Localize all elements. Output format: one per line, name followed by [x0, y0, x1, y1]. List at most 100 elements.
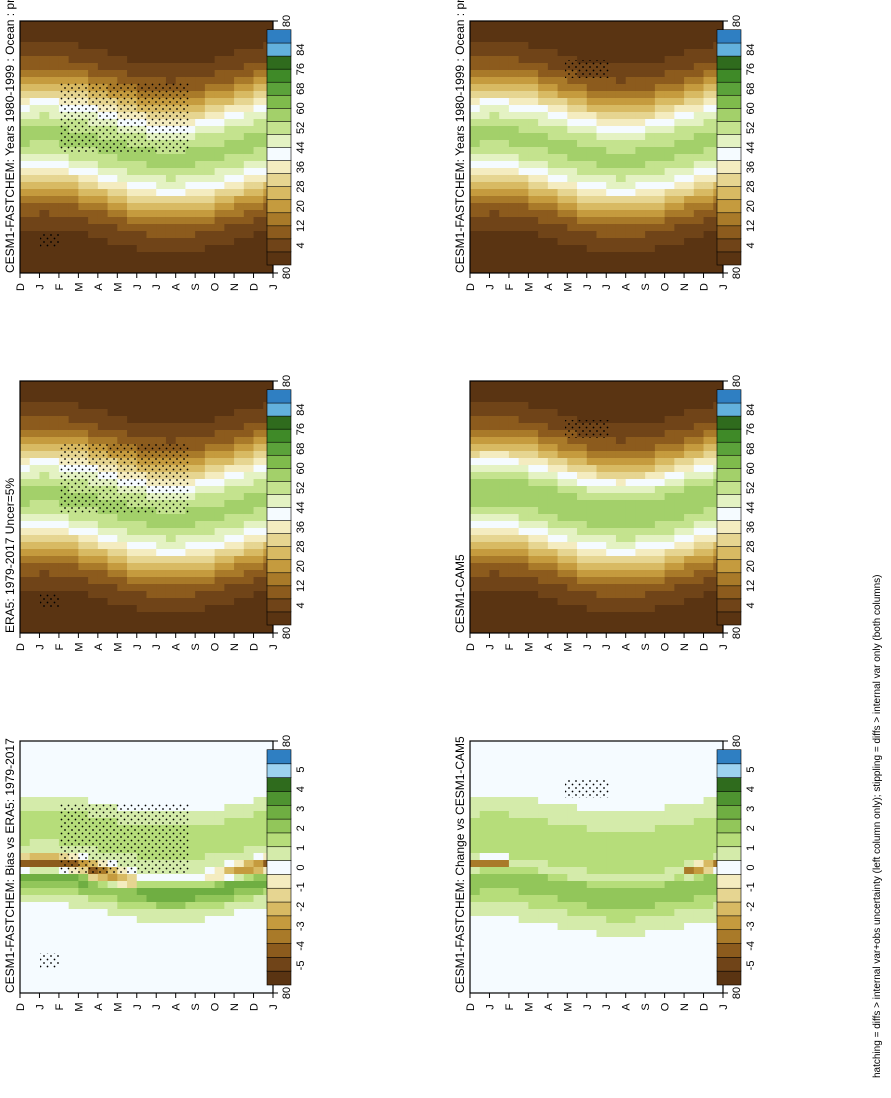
heat-cell	[586, 223, 597, 231]
heat-cell	[479, 450, 490, 458]
heat-cell	[58, 202, 70, 210]
heat-cell	[127, 223, 138, 231]
heat-cell	[489, 251, 500, 259]
heat-cell	[195, 936, 206, 944]
heat-cell	[127, 576, 138, 584]
heat-cell	[606, 167, 617, 175]
heat-cell	[470, 153, 481, 161]
heat-cell	[68, 978, 79, 986]
heat-cell	[538, 520, 549, 528]
month-label: J	[582, 644, 594, 650]
heat-cell	[567, 230, 578, 238]
heat-cell	[518, 160, 529, 168]
heat-cell	[470, 569, 481, 577]
heat-cell	[136, 597, 147, 605]
heat-cell	[606, 223, 617, 231]
heat-cell	[29, 394, 40, 402]
heat-cell	[625, 146, 636, 154]
heat-cell	[243, 824, 254, 832]
heat-cell	[156, 761, 167, 769]
heat-cell	[243, 153, 254, 161]
heat-cell	[39, 859, 50, 867]
heat-cell	[97, 618, 108, 626]
heat-cell	[479, 76, 490, 84]
heat-cell	[547, 90, 558, 98]
heat-cell	[606, 443, 617, 451]
month-label: J	[151, 284, 163, 290]
heat-cell	[489, 55, 500, 63]
heat-cell	[68, 604, 79, 612]
heat-cell	[78, 747, 89, 755]
heat-cell	[214, 436, 225, 444]
heat-cell	[39, 181, 50, 189]
heat-cell	[39, 506, 50, 514]
heat-cell	[127, 908, 138, 916]
heat-cell	[146, 985, 157, 993]
heat-cell	[68, 237, 79, 245]
heat-cell	[615, 83, 627, 91]
heat-cell	[214, 265, 225, 273]
heat-cell	[146, 153, 157, 161]
heat-cell	[39, 464, 50, 472]
heat-cell	[234, 929, 245, 937]
heat-cell	[136, 237, 147, 245]
heat-cell	[97, 796, 108, 804]
heat-cell	[195, 478, 206, 486]
heat-cell	[136, 618, 147, 626]
heat-cell	[635, 506, 646, 514]
heat-cell	[243, 789, 254, 797]
heat-cell	[253, 978, 264, 986]
heat-cell	[195, 499, 206, 507]
heat-cell	[127, 985, 138, 993]
heat-cell	[567, 111, 578, 119]
heat-cell	[489, 41, 500, 49]
heat-cell	[39, 251, 50, 259]
heat-cell	[693, 625, 704, 633]
heat-cell	[136, 929, 147, 937]
heat-cell	[654, 548, 666, 556]
heat-cell	[29, 894, 40, 902]
heat-cell	[645, 569, 656, 577]
heat-cell	[489, 464, 500, 472]
colorbar-label: 52	[295, 482, 307, 494]
heat-cell	[214, 852, 225, 860]
heat-cell	[615, 76, 627, 84]
heat-cell	[606, 401, 617, 409]
heat-cell	[29, 527, 40, 535]
heat-cell	[195, 408, 206, 416]
heat-cell	[606, 258, 617, 266]
heat-cell	[234, 747, 245, 755]
heat-cell	[528, 83, 539, 91]
colorbar-swatch	[266, 506, 292, 521]
heat-cell	[596, 387, 607, 395]
heat-cell	[243, 492, 254, 500]
heat-cell	[29, 408, 40, 416]
heat-cell	[97, 747, 108, 755]
heat-cell	[78, 782, 89, 790]
heat-cell	[146, 611, 157, 619]
heat-cell	[58, 34, 70, 42]
heat-cell	[49, 55, 60, 63]
heat-cell	[674, 499, 685, 507]
heat-cell	[195, 838, 206, 846]
heat-cell	[674, 132, 685, 140]
heat-cell	[615, 548, 627, 556]
heat-cell	[224, 118, 235, 126]
heat-cell	[49, 859, 60, 867]
heat-cell	[557, 153, 568, 161]
heat-cell	[39, 782, 50, 790]
heat-cell	[508, 562, 520, 570]
colorbar-swatch	[266, 559, 292, 574]
colorbar-swatch	[716, 42, 742, 57]
heat-cell	[234, 796, 245, 804]
heat-cell	[49, 174, 60, 182]
heat-cell	[586, 506, 597, 514]
month-label: J	[34, 284, 46, 290]
heat-cell	[479, 569, 490, 577]
heat-cell	[538, 125, 549, 133]
heat-cell	[195, 394, 206, 402]
heat-cell	[253, 775, 264, 783]
heat-cell	[664, 153, 675, 161]
colorbar-label: 20	[745, 200, 757, 212]
heat-cell	[547, 548, 558, 556]
